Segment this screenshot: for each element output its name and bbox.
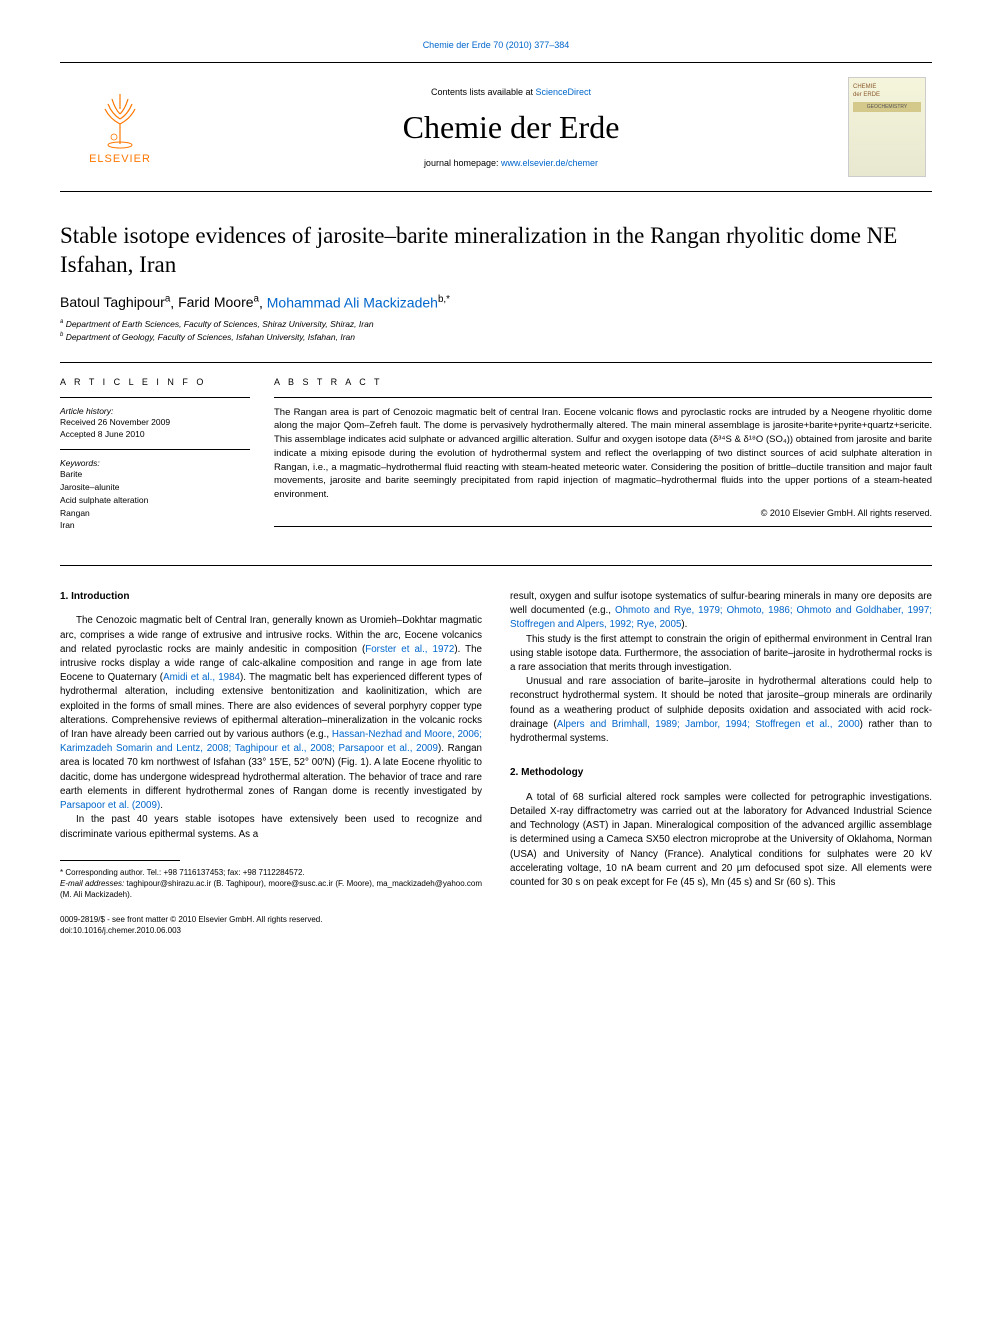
history-label: Article history: bbox=[60, 406, 250, 418]
accepted-date: Accepted 8 June 2010 bbox=[60, 429, 250, 441]
elsevier-tree-icon bbox=[90, 89, 150, 149]
column-right: result, oxygen and sulfur isotope system… bbox=[510, 590, 932, 937]
abstract-rule bbox=[274, 397, 932, 398]
keyword-3: Acid sulphate alteration bbox=[60, 494, 250, 507]
journal-banner: ELSEVIER Contents lists available at Sci… bbox=[60, 62, 932, 192]
abstract-text: The Rangan area is part of Cenozoic magm… bbox=[274, 406, 932, 502]
intro-paragraph-1: The Cenozoic magmatic belt of Central Ir… bbox=[60, 614, 482, 813]
journal-homepage: journal homepage: www.elsevier.de/chemer bbox=[180, 158, 842, 168]
keyword-1: Barite bbox=[60, 468, 250, 481]
author-1: Batoul Taghipoura bbox=[60, 294, 170, 310]
article-title: Stable isotope evidences of jarosite–bar… bbox=[60, 222, 932, 280]
column-left: 1. Introduction The Cenozoic magmatic be… bbox=[60, 590, 482, 937]
section-2-heading: 2. Methodology bbox=[510, 766, 932, 781]
col2-paragraph-3: Unusual and rare association of barite–j… bbox=[510, 675, 932, 746]
elsevier-wordmark: ELSEVIER bbox=[89, 153, 151, 165]
rule bbox=[60, 362, 932, 363]
received-date: Received 26 November 2009 bbox=[60, 417, 250, 429]
cover-text-2: der ERDE bbox=[853, 92, 880, 98]
email-label: E-mail addresses: bbox=[60, 879, 127, 888]
method-paragraph-1: A total of 68 surficial altered rock sam… bbox=[510, 791, 932, 890]
cover-text-1: CHEMIE bbox=[853, 84, 876, 90]
cite-amidi: Amidi et al., 1984 bbox=[163, 672, 240, 683]
elsevier-logo: ELSEVIER bbox=[60, 63, 180, 191]
keyword-4: Rangan bbox=[60, 507, 250, 520]
cite-multi-3: Alpers and Brimhall, 1989; Jambor, 1994;… bbox=[557, 719, 860, 730]
cover-subtitle: GEOCHEMISTRY bbox=[853, 102, 921, 112]
contents-prefix: Contents lists available at bbox=[431, 87, 536, 97]
col2-paragraph-1: result, oxygen and sulfur isotope system… bbox=[510, 590, 932, 633]
info-rule bbox=[60, 397, 250, 398]
section-1-heading: 1. Introduction bbox=[60, 590, 482, 605]
cite-forster: Forster et al., 1972 bbox=[365, 644, 454, 655]
col2-paragraph-2: This study is the first attempt to const… bbox=[510, 633, 932, 676]
body-columns: 1. Introduction The Cenozoic magmatic be… bbox=[60, 590, 932, 937]
issn-line: 0009-2819/$ - see front matter © 2010 El… bbox=[60, 914, 482, 925]
author-list: Batoul Taghipoura, Farid Moorea, Mohamma… bbox=[60, 294, 932, 311]
corresponding-author: * Corresponding author. Tel.: +98 711613… bbox=[60, 867, 482, 878]
keywords-label: Keywords: bbox=[60, 458, 250, 468]
journal-cover: CHEMIE der ERDE GEOCHEMISTRY bbox=[842, 63, 932, 191]
running-head: Chemie der Erde 70 (2010) 377–384 bbox=[60, 40, 932, 50]
abstract-rule-2 bbox=[274, 526, 932, 527]
footnote-rule bbox=[60, 860, 180, 861]
homepage-prefix: journal homepage: bbox=[424, 158, 501, 168]
info-rule-2 bbox=[60, 449, 250, 450]
contents-available: Contents lists available at ScienceDirec… bbox=[180, 87, 842, 97]
journal-title: Chemie der Erde bbox=[180, 109, 842, 146]
doi-line: doi:10.1016/j.chemer.2010.06.003 bbox=[60, 925, 482, 936]
author-2: Farid Moorea bbox=[178, 294, 259, 310]
abstract: A B S T R A C T The Rangan area is part … bbox=[274, 377, 932, 535]
abstract-copyright: © 2010 Elsevier GmbH. All rights reserve… bbox=[274, 508, 932, 518]
keyword-2: Jarosite–alunite bbox=[60, 481, 250, 494]
article-info-heading: A R T I C L E I N F O bbox=[60, 377, 250, 387]
affiliation-b: b Department of Geology, Faculty of Scie… bbox=[60, 331, 932, 344]
affiliation-a: a Department of Earth Sciences, Faculty … bbox=[60, 318, 932, 331]
abstract-heading: A B S T R A C T bbox=[274, 377, 932, 387]
body-rule bbox=[60, 565, 932, 566]
article-info: A R T I C L E I N F O Article history: R… bbox=[60, 377, 250, 535]
sciencedirect-link[interactable]: ScienceDirect bbox=[536, 87, 592, 97]
author-3-link[interactable]: Mohammad Ali Mackizadeh bbox=[267, 294, 438, 310]
homepage-link[interactable]: www.elsevier.de/chemer bbox=[501, 158, 598, 168]
intro-paragraph-2: In the past 40 years stable isotopes hav… bbox=[60, 813, 482, 841]
keyword-5: Iran bbox=[60, 519, 250, 532]
cite-parsapoor: Parsapoor et al. (2009) bbox=[60, 800, 160, 811]
email-addresses: E-mail addresses: taghipour@shirazu.ac.i… bbox=[60, 878, 482, 900]
